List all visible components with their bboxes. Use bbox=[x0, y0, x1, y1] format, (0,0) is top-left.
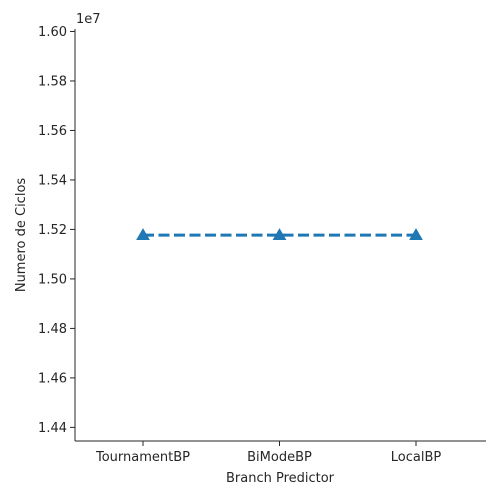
x-axis-label: Branch Predictor bbox=[226, 471, 335, 486]
y-tick-label: 1.54 bbox=[38, 173, 67, 188]
y-tick-label: 1.50 bbox=[38, 272, 67, 287]
x-tick-label: BiModeBP bbox=[247, 450, 312, 465]
y-tick-label: 1.58 bbox=[38, 74, 67, 89]
x-tick-label: LocalBP bbox=[391, 450, 442, 465]
x-ticks: TournamentBP BiModeBP LocalBP bbox=[95, 441, 441, 465]
x-tick-label: TournamentBP bbox=[95, 450, 190, 465]
y-tick-label: 1.48 bbox=[38, 322, 67, 337]
y-tick-label: 1.56 bbox=[38, 124, 67, 139]
y-ticks: 1.44 1.46 1.48 1.50 1.52 1.54 1.56 1.58 1.60 bbox=[38, 25, 75, 436]
y-tick-label: 1.52 bbox=[38, 223, 67, 238]
data-point-marker bbox=[136, 228, 150, 240]
series-layer bbox=[136, 228, 423, 240]
y-tick-label: 1.44 bbox=[38, 421, 67, 436]
y-tick-label: 1.60 bbox=[38, 25, 67, 40]
y-tick-label: 1.46 bbox=[38, 371, 67, 386]
y-offset-label: 1e7 bbox=[76, 12, 101, 27]
data-point-marker bbox=[272, 228, 287, 240]
y-axis-label: Numero de Ciclos bbox=[14, 178, 29, 293]
data-point-marker bbox=[409, 228, 423, 240]
